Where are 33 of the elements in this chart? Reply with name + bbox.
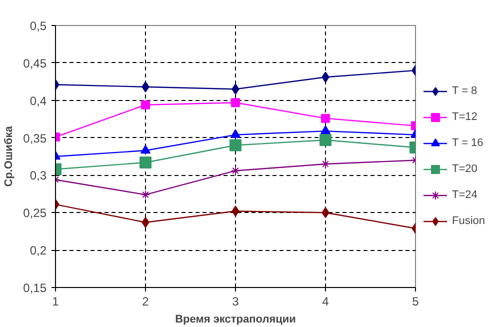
y-tick-label: 0,4 (30, 94, 47, 108)
point (231, 98, 240, 108)
y-axis-title: Ср.Ошибка (3, 125, 16, 187)
y-tick-label: 0,45 (23, 56, 47, 70)
point (321, 159, 330, 168)
x-tick-label: 4 (322, 294, 330, 308)
legend-label: T=24 (452, 189, 478, 201)
legend-label: T = 8 (452, 85, 478, 97)
point (320, 125, 330, 134)
point (140, 156, 152, 168)
legend-label: T=20 (452, 163, 478, 175)
point (320, 134, 332, 146)
x-tick-label: 5 (412, 294, 420, 308)
legend-label: T = 16 (452, 137, 484, 149)
x-tick-label: 2 (142, 294, 150, 308)
legend-label: T=12 (452, 111, 478, 123)
y-tick-label: 0,35 (23, 131, 47, 146)
y-tick-label: 0,15 (23, 281, 47, 295)
y-tick-label: 0,3 (30, 168, 47, 183)
point (231, 166, 240, 176)
point (140, 144, 150, 154)
point (321, 114, 330, 123)
legend-label: Fusion (452, 215, 486, 227)
y-tick-label: 0,5 (30, 19, 47, 33)
point (230, 139, 242, 152)
y-tick-label: 0,25 (23, 206, 47, 220)
point (141, 100, 150, 110)
point (230, 129, 240, 138)
x-axis-title: Время экстраполяции (175, 314, 296, 326)
x-tick-label: 3 (232, 294, 240, 308)
x-tick-label: 1 (52, 294, 60, 308)
y-tick-label: 0,2 (30, 244, 47, 258)
point (141, 190, 150, 200)
